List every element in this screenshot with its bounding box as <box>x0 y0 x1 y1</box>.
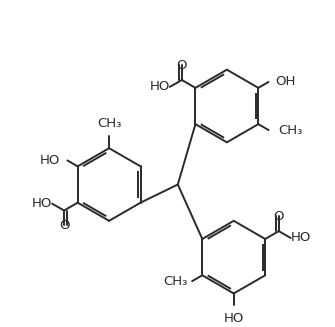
Text: O: O <box>177 59 187 72</box>
Text: O: O <box>59 219 69 232</box>
Text: HO: HO <box>223 312 244 325</box>
Text: CH₃: CH₃ <box>163 275 187 288</box>
Text: OH: OH <box>275 76 296 88</box>
Text: HO: HO <box>40 154 61 167</box>
Text: CH₃: CH₃ <box>97 116 121 129</box>
Text: HO: HO <box>32 197 52 210</box>
Text: CH₃: CH₃ <box>278 124 303 137</box>
Text: O: O <box>274 210 284 223</box>
Text: HO: HO <box>149 80 170 93</box>
Text: HO: HO <box>291 232 311 245</box>
